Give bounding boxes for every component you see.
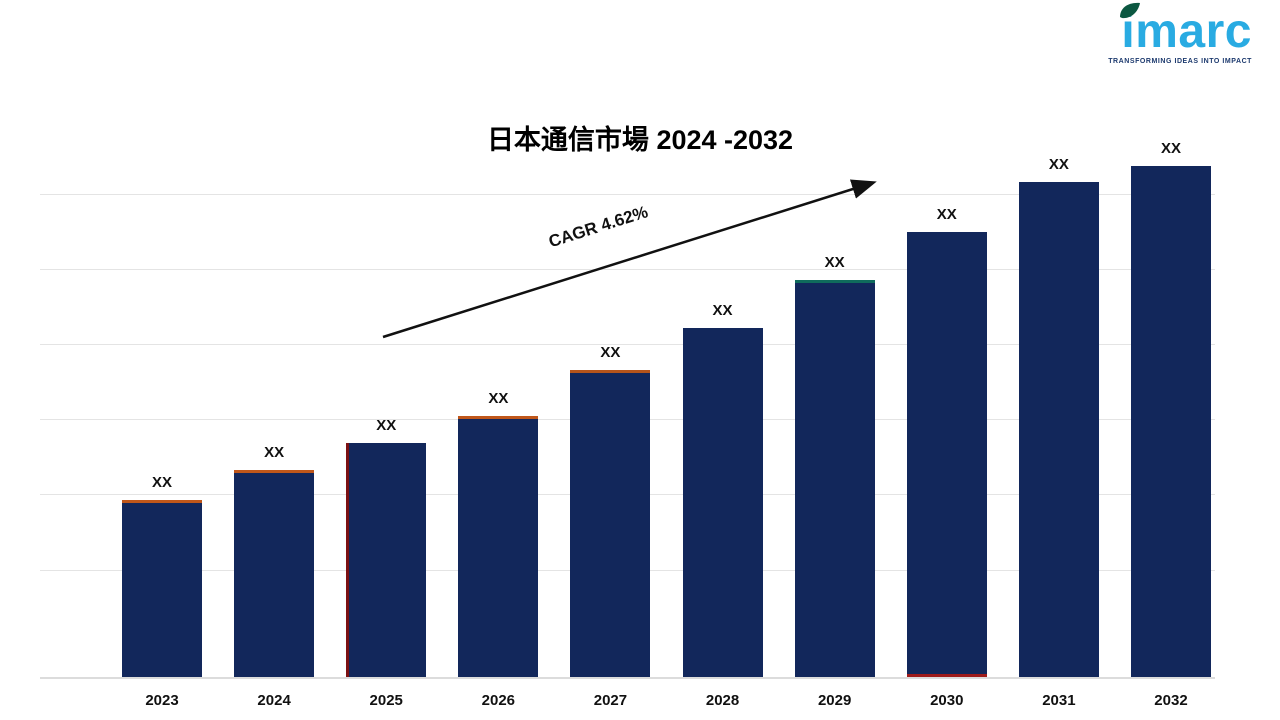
bars-row: XX 2023 XX 2024 XX 2025 XX 2026 XX 2027 XX 2028 XX 20… — [122, 140, 1211, 709]
bar-value-label: XX — [600, 344, 621, 361]
bar-group: XX 2029 — [794, 140, 875, 709]
plot-area: XX 2023 XX 2024 XX 2025 XX 2026 XX 2027 XX 2028 XX 20… — [40, 140, 1215, 709]
bar-value-label: XX — [712, 302, 733, 319]
imarc-brand-label: imarc — [1121, 5, 1252, 58]
x-axis-label: 2027 — [593, 692, 628, 709]
x-axis-label: 2026 — [481, 692, 516, 709]
bar-value-label: XX — [936, 206, 957, 223]
bar-group: XX 2024 — [234, 140, 315, 709]
bar-group: XX 2027 — [570, 140, 651, 709]
bar-value-label: XX — [151, 474, 172, 491]
bar-group: XX 2032 — [1130, 140, 1211, 709]
bar — [570, 370, 651, 677]
bar-group: XX 2025 — [346, 140, 427, 709]
x-axis-label: 2025 — [369, 692, 403, 709]
imarc-logo: imarc TRANSFORMING IDEAS INTO IMPACT — [1108, 2, 1252, 65]
bar-value-label: XX — [1048, 156, 1069, 173]
imarc-tagline: TRANSFORMING IDEAS INTO IMPACT — [1108, 58, 1252, 65]
x-axis-label: 2031 — [1042, 692, 1076, 709]
bar-value-label: XX — [824, 254, 845, 271]
bar-group: XX 2028 — [682, 140, 763, 709]
x-axis-label: 2024 — [257, 692, 291, 709]
bar-group: XX 2023 — [122, 140, 202, 709]
gridline — [40, 344, 1215, 346]
bar — [1018, 182, 1099, 677]
bar-group: XX 2026 — [458, 140, 539, 709]
bar-group: XX 2030 — [906, 140, 987, 709]
bar — [794, 280, 875, 677]
bar — [682, 328, 763, 677]
bar-value-label: XX — [376, 417, 397, 434]
bar-group: XX 2031 — [1018, 140, 1099, 709]
x-axis-label: 2030 — [930, 692, 964, 709]
bar — [906, 232, 987, 677]
bar-value-label: XX — [264, 444, 285, 461]
bar — [122, 500, 202, 677]
x-axis-label: 2032 — [1154, 692, 1188, 709]
bar — [1130, 166, 1211, 677]
bar-value-label: XX — [488, 390, 509, 407]
chart-title: 日本通信市場 2024 -2032 — [486, 125, 794, 155]
imarc-brand-text: imarc — [1120, 2, 1252, 58]
x-axis-label: 2023 — [145, 692, 179, 709]
bar — [458, 416, 539, 677]
bar — [346, 443, 427, 677]
x-axis-label: 2028 — [705, 692, 740, 709]
bar-value-label: XX — [1160, 140, 1181, 157]
x-axis-label: 2029 — [817, 692, 852, 709]
bar — [234, 470, 315, 677]
